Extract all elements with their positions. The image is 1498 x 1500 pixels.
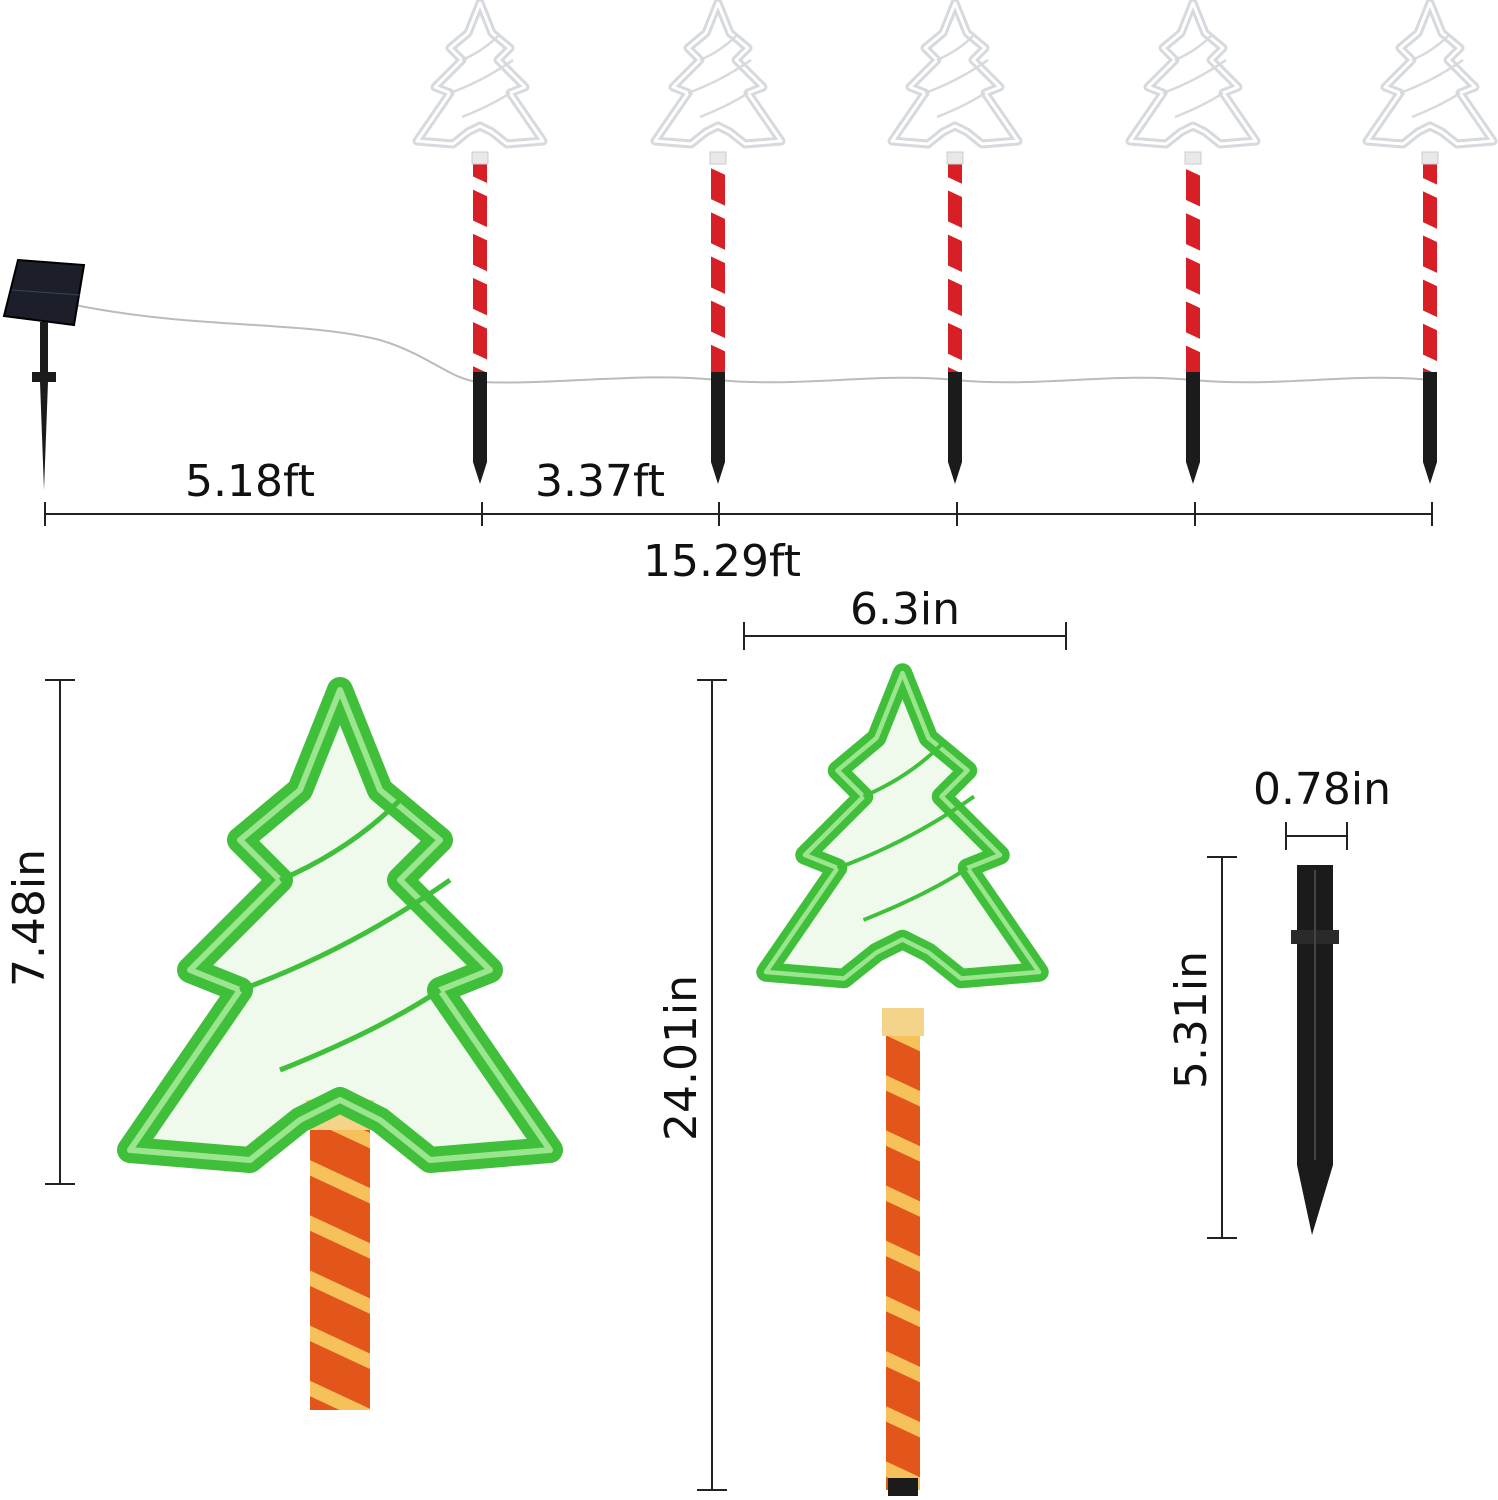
tree-stake-light bbox=[1367, 3, 1493, 484]
top-dimension-line bbox=[44, 502, 1433, 526]
stake-light-height-dimension bbox=[697, 679, 727, 1491]
tree-height-dimension bbox=[45, 679, 75, 1185]
spacing-first-label: 5.18ft bbox=[185, 456, 315, 507]
ground-stake bbox=[1291, 865, 1339, 1235]
width-dimension bbox=[743, 622, 1067, 650]
stake-width-dimension bbox=[1285, 822, 1348, 850]
stake-light-height-label: 24.01in bbox=[656, 975, 707, 1141]
stake-light-lit bbox=[766, 673, 1039, 1496]
spacing-between-label: 3.37ft bbox=[535, 456, 665, 507]
solar-panel bbox=[2, 258, 86, 490]
tree-width-label: 6.3in bbox=[850, 584, 960, 635]
total-length-label: 15.29ft bbox=[643, 536, 801, 587]
stake-height-dimension bbox=[1207, 856, 1237, 1239]
tree-height-label: 7.48in bbox=[4, 849, 55, 987]
stake-width-label: 0.78in bbox=[1253, 764, 1391, 815]
tree-head-lit bbox=[130, 690, 550, 1410]
cable bbox=[74, 304, 1431, 384]
stake-height-label: 5.31in bbox=[1166, 951, 1217, 1089]
tree-stake-light bbox=[1130, 3, 1256, 484]
tree-stake-light bbox=[655, 3, 781, 484]
tree-stake-light bbox=[892, 3, 1018, 484]
tree-stake-light bbox=[417, 3, 543, 484]
